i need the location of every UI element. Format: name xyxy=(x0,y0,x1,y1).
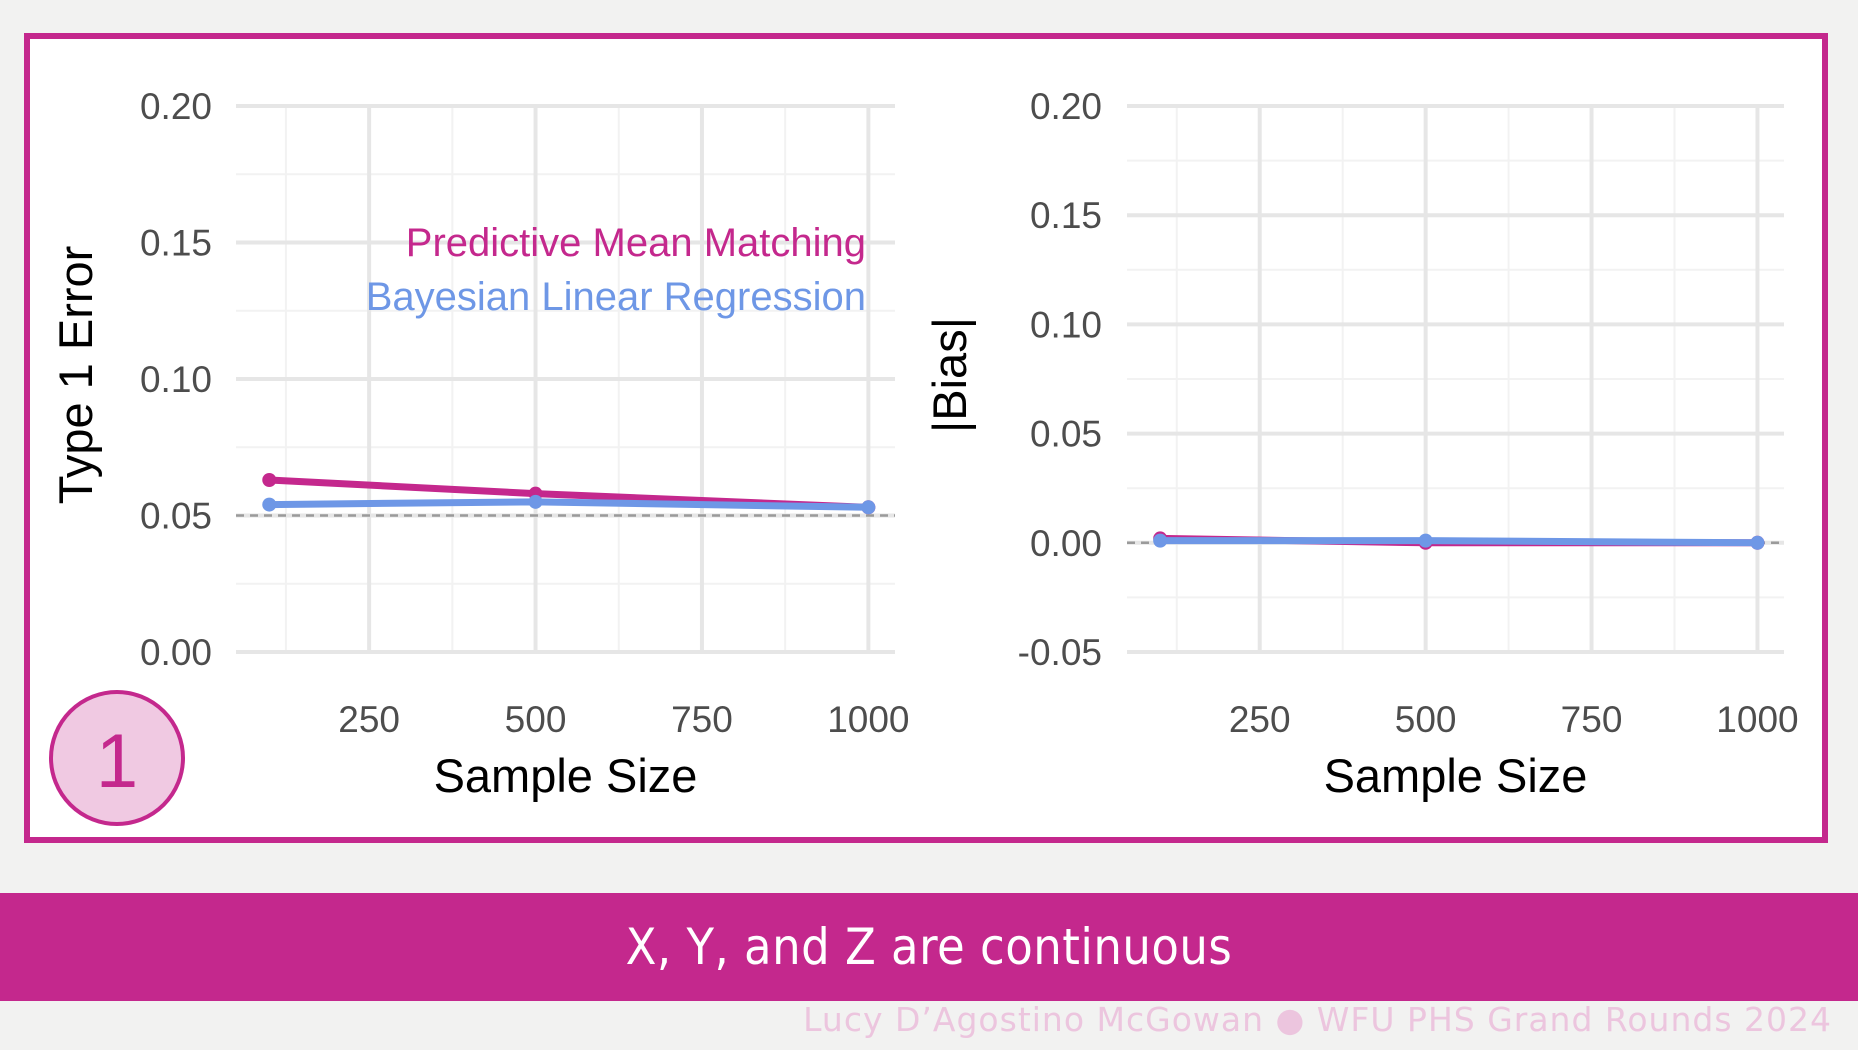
x-tick-label: 1000 xyxy=(1716,699,1798,740)
chart-type1-error: 0.00 0.05 0.10 0.15 0.20 250 500 750 1000 Sample … xyxy=(49,86,910,802)
badge: 1 xyxy=(49,690,185,826)
y-tick-label: 0.05 xyxy=(140,496,212,537)
y-tick-label: -0.05 xyxy=(1018,632,1102,673)
series-line-blr xyxy=(265,498,872,511)
y-tick-label: 0.20 xyxy=(140,86,212,127)
x-axis-title: Sample Size xyxy=(1324,749,1588,802)
charts-area: 0.00 0.05 0.10 0.15 0.20 250 500 750 1000 Sample … xyxy=(49,86,1799,826)
legend-entry-pmm: Predictive Mean Matching xyxy=(406,221,866,265)
x-tick-label: 250 xyxy=(338,699,400,740)
data-point-blr xyxy=(1750,535,1765,550)
y-tick-label: 0.10 xyxy=(140,359,212,400)
y-tick-label: 0.00 xyxy=(140,632,212,673)
data-point-blr xyxy=(861,500,876,515)
y-tick-label: 0.00 xyxy=(1030,523,1102,564)
data-point-blr xyxy=(262,497,277,512)
data-point-blr xyxy=(1153,533,1168,548)
series-line-blr xyxy=(1156,537,1761,547)
caption-bar: X, Y, and Z are continuous xyxy=(0,893,1858,1001)
x-tick-label: 1000 xyxy=(827,699,909,740)
chart-bias: -0.05 0.00 0.05 0.10 0.15 0.20 250 500 750 1000 Sa… xyxy=(923,86,1799,802)
badge-circle xyxy=(49,690,185,826)
data-point-blr xyxy=(528,494,543,509)
y-tick-label: 0.15 xyxy=(140,223,212,264)
y-axis-title: Type 1 Error xyxy=(49,246,102,505)
footer-credit: Lucy D’Agostino McGowan ● WFU PHS Grand … xyxy=(803,1000,1832,1039)
x-axis-title: Sample Size xyxy=(434,749,698,802)
y-tick-label: 0.10 xyxy=(1030,304,1102,345)
x-tick-label: 750 xyxy=(671,699,733,740)
caption-text: X, Y, and Z are continuous xyxy=(625,918,1233,976)
data-point-blr xyxy=(1418,533,1433,548)
legend-entry-blr: Bayesian Linear Regression xyxy=(366,275,866,319)
badge-label: 1 xyxy=(96,719,138,804)
x-tick-label: 750 xyxy=(1561,699,1623,740)
figure-frame xyxy=(24,33,1828,843)
data-point-pmm xyxy=(262,473,277,488)
y-tick-label: 0.05 xyxy=(1030,414,1102,455)
x-tick-label: 250 xyxy=(1229,699,1291,740)
y-tick-label: 0.15 xyxy=(1030,195,1102,236)
y-tick-label: 0.20 xyxy=(1030,86,1102,127)
x-tick-label: 500 xyxy=(505,699,567,740)
x-tick-label: 500 xyxy=(1395,699,1457,740)
y-axis-title: |Bias| xyxy=(923,317,976,433)
